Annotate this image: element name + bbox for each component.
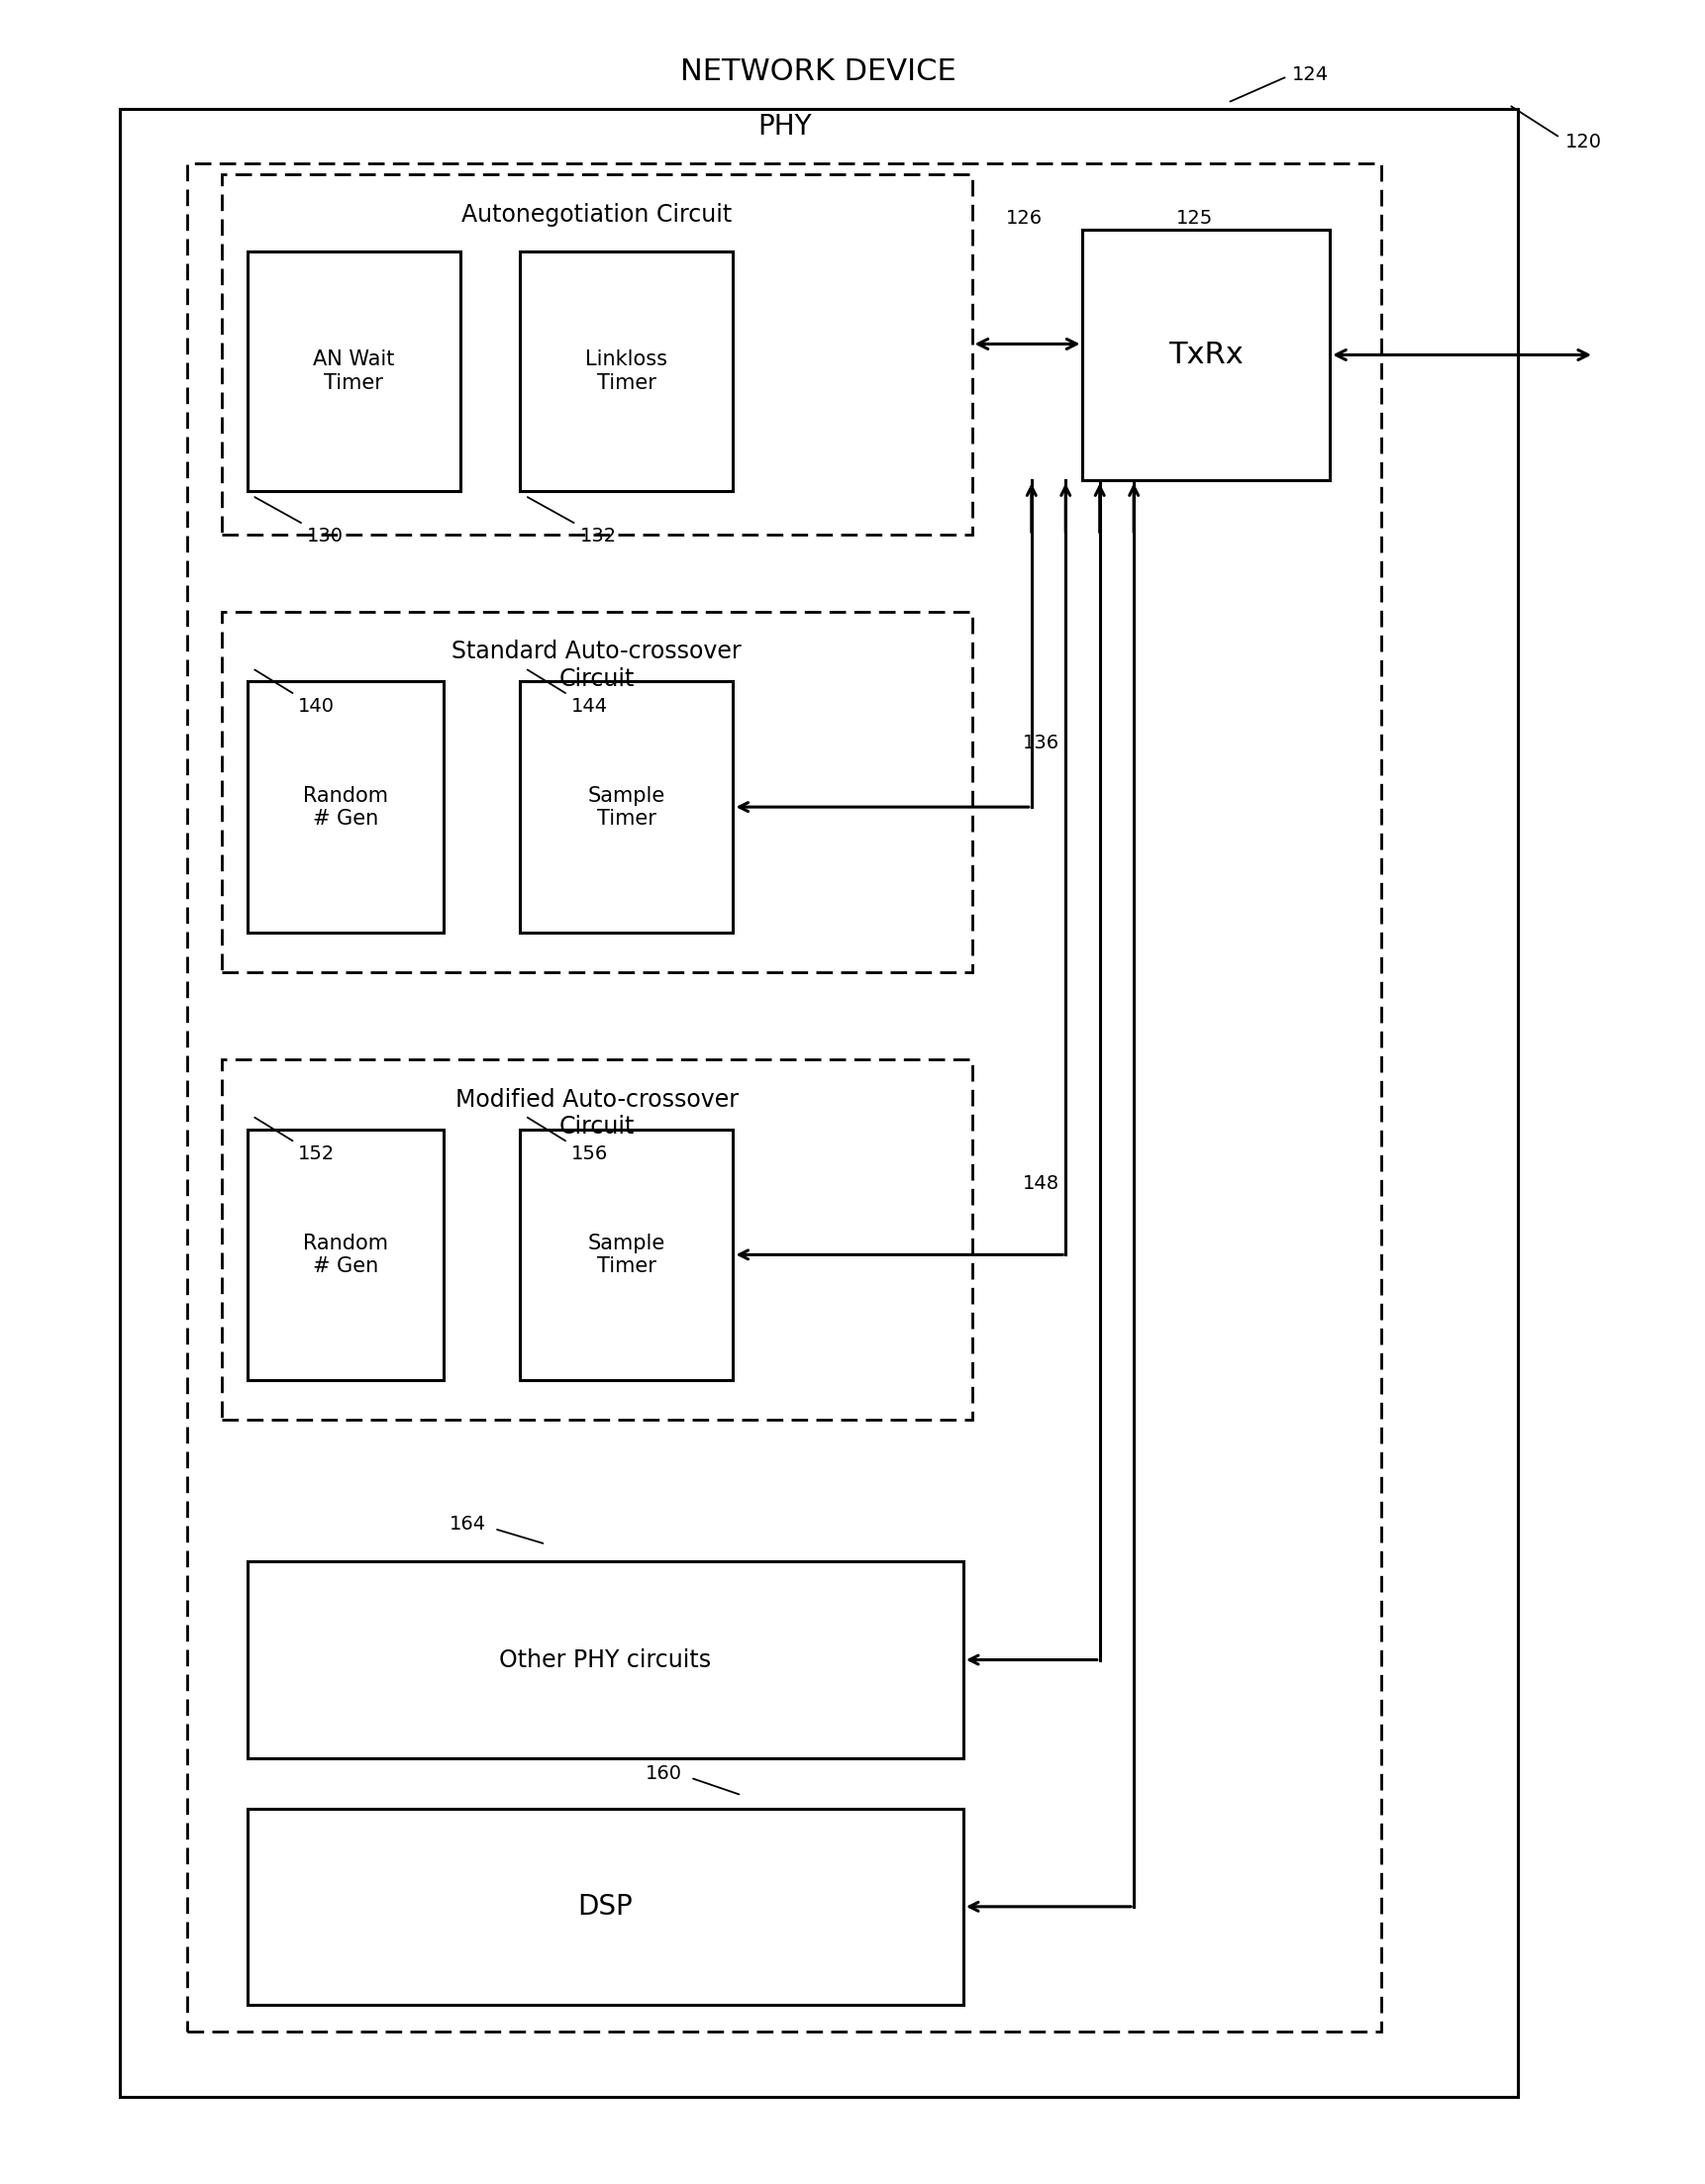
FancyBboxPatch shape bbox=[247, 1808, 963, 2005]
FancyBboxPatch shape bbox=[222, 175, 972, 535]
Text: Modified Auto-crossover
Circuit: Modified Auto-crossover Circuit bbox=[455, 1088, 738, 1138]
Text: 156: 156 bbox=[571, 1144, 609, 1164]
Text: TxRx: TxRx bbox=[1170, 341, 1243, 369]
Text: DSP: DSP bbox=[578, 1894, 633, 1920]
FancyBboxPatch shape bbox=[1083, 229, 1330, 480]
Text: 164: 164 bbox=[448, 1516, 486, 1533]
Text: 132: 132 bbox=[580, 526, 617, 546]
FancyBboxPatch shape bbox=[247, 1129, 443, 1380]
FancyBboxPatch shape bbox=[222, 612, 972, 972]
Text: Linkloss
Timer: Linkloss Timer bbox=[585, 349, 668, 393]
FancyBboxPatch shape bbox=[247, 251, 460, 491]
Text: Sample
Timer: Sample Timer bbox=[588, 1234, 665, 1275]
FancyBboxPatch shape bbox=[247, 681, 443, 933]
Text: 160: 160 bbox=[646, 1765, 682, 1782]
FancyBboxPatch shape bbox=[247, 1562, 963, 1758]
Text: AN Wait
Timer: AN Wait Timer bbox=[314, 349, 394, 393]
Text: 130: 130 bbox=[307, 526, 343, 546]
Text: Random
# Gen: Random # Gen bbox=[303, 786, 387, 828]
Text: 120: 120 bbox=[1565, 133, 1601, 151]
Text: 125: 125 bbox=[1176, 210, 1214, 227]
FancyBboxPatch shape bbox=[520, 681, 733, 933]
FancyBboxPatch shape bbox=[520, 1129, 733, 1380]
Text: 144: 144 bbox=[571, 697, 609, 716]
FancyBboxPatch shape bbox=[222, 1059, 972, 1420]
FancyBboxPatch shape bbox=[119, 109, 1517, 2097]
Text: Standard Auto-crossover
Circuit: Standard Auto-crossover Circuit bbox=[452, 640, 742, 690]
Text: 124: 124 bbox=[1292, 66, 1330, 83]
Text: PHY: PHY bbox=[757, 114, 812, 140]
FancyBboxPatch shape bbox=[188, 164, 1381, 2031]
Text: Random
# Gen: Random # Gen bbox=[303, 1234, 387, 1275]
Text: 140: 140 bbox=[298, 697, 334, 716]
Text: Sample
Timer: Sample Timer bbox=[588, 786, 665, 828]
Text: 136: 136 bbox=[1023, 734, 1061, 751]
FancyBboxPatch shape bbox=[520, 251, 733, 491]
Text: Other PHY circuits: Other PHY circuits bbox=[500, 1649, 711, 1671]
Text: 152: 152 bbox=[298, 1144, 336, 1164]
Text: NETWORK DEVICE: NETWORK DEVICE bbox=[680, 57, 957, 87]
Text: 148: 148 bbox=[1023, 1175, 1061, 1192]
Text: 126: 126 bbox=[1006, 210, 1043, 227]
Text: Autonegotiation Circuit: Autonegotiation Circuit bbox=[462, 203, 731, 227]
